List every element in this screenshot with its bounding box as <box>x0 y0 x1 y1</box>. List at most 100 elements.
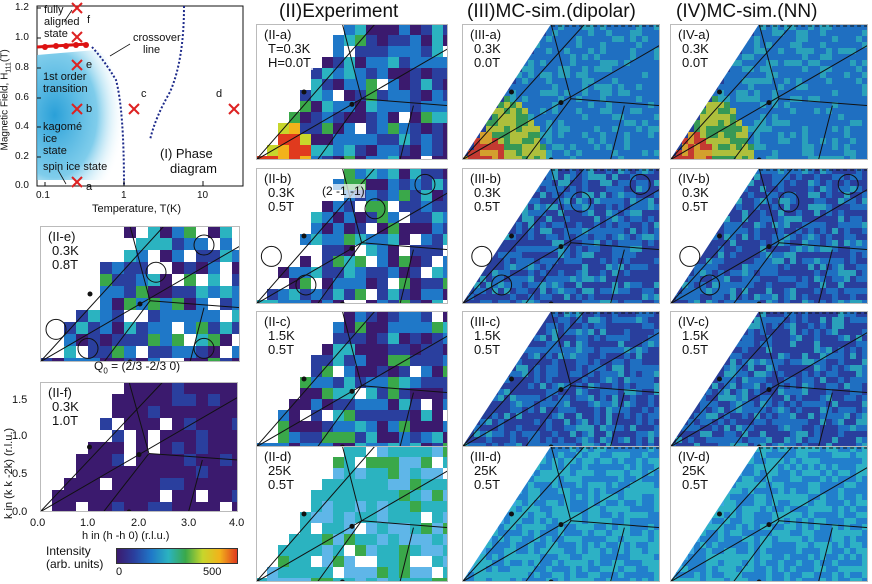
panel-exp-f-map <box>40 382 238 512</box>
panel-exp-e-map <box>40 226 240 362</box>
panel-exp-c: (II-c) 1.5K 0.5T <box>256 311 448 447</box>
zone-boundary-line <box>189 307 205 362</box>
panel-exp-a-map <box>256 24 448 160</box>
zone-boundary-line <box>40 382 164 512</box>
region-fully-aligned-2: aligned <box>44 16 80 28</box>
point-f: f <box>87 14 91 26</box>
zone-boundary-line <box>570 520 660 529</box>
panel-nn-b-label: (IV-b) 0.3K 0.5T <box>676 172 712 214</box>
panel-dipolar-c-label: (III-c) 1.5K 0.5T <box>468 315 503 357</box>
lattice-point <box>766 100 772 106</box>
peak-circle <box>145 261 167 283</box>
zone-boundary-line <box>256 24 376 160</box>
colorbar <box>116 548 238 564</box>
lattice-point <box>766 244 772 250</box>
zone-boundary-line <box>550 311 572 386</box>
y-tick: 1.0 <box>15 32 29 43</box>
region-fully-aligned-3: state <box>44 28 68 40</box>
zone-boundary-line <box>317 98 363 160</box>
lattice-point <box>717 233 722 239</box>
lattice-point <box>558 522 564 528</box>
q0-label: Q0 = (2/3 -2/3 0) <box>94 359 180 375</box>
spin-ice-label: spin ice state <box>43 161 108 173</box>
panel-exp-f: (II-f) 0.3K 1.0T <box>40 382 238 512</box>
zone-boundary-line <box>399 105 414 160</box>
phase-title-1: (I) Phase <box>160 146 213 161</box>
region-fully-aligned-1: fully <box>44 4 64 16</box>
f-y-tick: 1.0 <box>12 430 28 442</box>
y-tick: 0.6 <box>15 92 29 103</box>
zone-boundary-line <box>670 24 794 160</box>
panel-exp-d-map <box>256 446 448 582</box>
zone-boundary-line <box>670 446 794 582</box>
lattice-point <box>137 301 143 307</box>
zone-boundary-line <box>399 392 414 447</box>
zone-boundary-line <box>570 98 660 107</box>
panel-nn-d-label: (IV-d) 25K 0.5T <box>676 450 712 492</box>
phase-x-label: Temperature, T(K) <box>92 203 182 215</box>
panel-exp-b-label-line: (II-b) <box>264 171 292 186</box>
q0-sub: 0 <box>103 366 108 376</box>
panel-nn-a-label-line: 0.3K <box>682 41 709 56</box>
zone-boundary-line <box>129 226 151 301</box>
panel-dipolar-a-label-line: 0.3K <box>474 41 501 56</box>
panel-exp-e-label-line: 0.8T <box>52 257 79 272</box>
zone-boundary-line <box>317 242 363 304</box>
zone-boundary-line <box>256 311 376 447</box>
peak-circle <box>699 274 721 296</box>
zone-boundary-line <box>128 382 150 454</box>
lattice-point <box>87 444 92 450</box>
lattice-point <box>766 387 772 393</box>
zone-boundary-line <box>550 168 572 243</box>
zone-boundary-line <box>399 249 414 304</box>
zone-boundary-line <box>732 242 780 304</box>
kagome-label-1: kagomé <box>43 121 83 133</box>
zone-boundary-line <box>399 527 414 582</box>
panel-exp-a-label: (II-a) T=0.3K H=0.0T <box>262 28 313 70</box>
zone-boundary-line <box>670 168 794 304</box>
y-tick: 0.2 <box>15 151 29 162</box>
zone-boundary-line <box>341 24 363 99</box>
zone-boundary-line <box>610 392 625 447</box>
peak-circle <box>45 318 67 340</box>
panel-nn-c: (IV-c) 1.5K 0.5T <box>670 311 868 447</box>
panel-nn-a-label: (IV-a) 0.3K 0.0T <box>676 28 712 70</box>
zone-boundary-line <box>732 520 780 582</box>
panel-dipolar-b-label-line: (III-b) <box>470 171 502 186</box>
f-y-label: k in (k k -2k) (r.l.u.) <box>3 427 15 519</box>
peak-circle <box>295 274 317 296</box>
panel-dipolar-b-label-line: 0.5T <box>474 199 501 214</box>
panel-exp-e-label-line: 0.3K <box>52 243 79 258</box>
panel-exp-b-label: (II-b) 0.3K 0.5T <box>262 172 297 214</box>
colorbar-max: 500 <box>203 566 222 578</box>
zone-boundary-line <box>462 24 586 160</box>
zone-boundary-line <box>524 98 572 160</box>
lattice-point <box>301 233 307 239</box>
panel-nn-d-label-line: (IV-d) <box>678 449 710 464</box>
zone-boundary-line <box>778 242 868 251</box>
zone-boundary-line <box>188 459 203 512</box>
peak-circle <box>193 234 215 256</box>
zone-boundary-line <box>550 446 572 521</box>
phase-diagram: fully aligned state f e b c d a crossove… <box>0 0 250 220</box>
crossover-label-2: line <box>143 44 161 56</box>
lattice-point <box>717 376 722 382</box>
lattice-point <box>509 89 514 95</box>
point-d: d <box>216 88 223 100</box>
panel-nn-c-label-line: 0.5T <box>682 342 709 357</box>
panel-nn-b: (IV-b) 0.3K 0.5T <box>670 168 868 304</box>
kagome-label-2: ice <box>43 133 58 145</box>
panel-exp-c-label-line: 0.5T <box>268 342 295 357</box>
lattice-point <box>509 511 514 517</box>
zone-boundary-line <box>361 520 448 529</box>
zone-boundary-line <box>818 249 833 304</box>
panel-exp-f-label-line: 1.0T <box>52 413 79 428</box>
y-tick: 0.4 <box>15 121 29 132</box>
zone-boundary-line <box>610 105 625 160</box>
panel-dipolar-d: (III-d) 25K 0.5T <box>462 446 660 582</box>
first-order-label-1: 1st order <box>43 71 87 83</box>
panel-nn-b-label-line: (IV-b) <box>678 171 710 186</box>
panel-exp-e: (II-e) 0.3K 0.8T <box>40 226 240 362</box>
colorbar-label-2: (arb. units) <box>46 557 104 571</box>
zone-boundary-line <box>524 385 572 447</box>
